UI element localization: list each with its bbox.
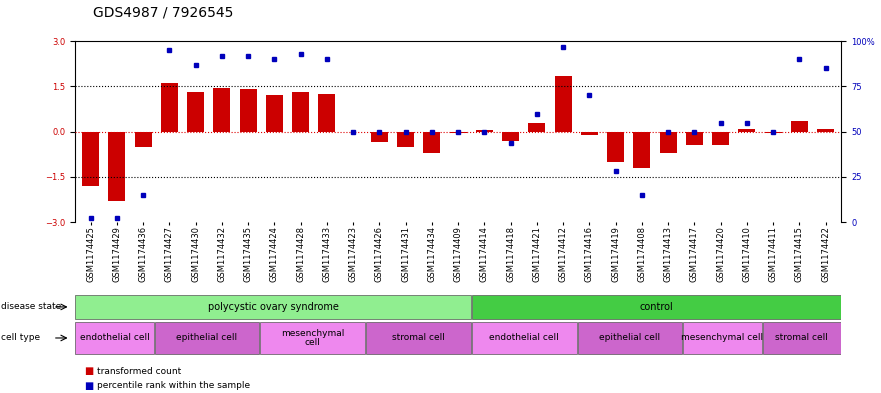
Text: epithelial cell: epithelial cell	[599, 334, 661, 342]
Bar	[472, 295, 840, 319]
Bar	[660, 132, 677, 153]
Bar	[607, 132, 624, 162]
Bar	[82, 132, 100, 186]
Bar	[472, 322, 576, 354]
Bar	[502, 132, 519, 141]
Text: endothelial cell: endothelial cell	[489, 334, 559, 342]
Bar	[712, 132, 729, 145]
Bar	[371, 132, 388, 142]
Bar	[187, 92, 204, 132]
Bar	[76, 295, 470, 319]
Bar	[292, 92, 309, 132]
Bar	[763, 322, 840, 354]
Text: mesenchymal
cell: mesenchymal cell	[281, 329, 344, 347]
Text: cell type: cell type	[1, 334, 40, 342]
Text: stromal cell: stromal cell	[775, 334, 828, 342]
Text: ■: ■	[84, 381, 93, 391]
Text: GDS4987 / 7926545: GDS4987 / 7926545	[93, 6, 233, 20]
Bar	[554, 76, 572, 132]
Text: control: control	[640, 302, 673, 312]
Bar	[397, 132, 414, 147]
Text: mesenchymal cell: mesenchymal cell	[681, 334, 764, 342]
Bar	[684, 322, 761, 354]
Text: endothelial cell: endothelial cell	[79, 334, 150, 342]
Bar	[261, 322, 365, 354]
Bar	[424, 132, 440, 153]
Text: stromal cell: stromal cell	[392, 334, 445, 342]
Bar	[135, 132, 152, 147]
Bar	[817, 129, 834, 132]
Bar	[581, 132, 598, 135]
Bar	[633, 132, 650, 168]
Text: epithelial cell: epithelial cell	[176, 334, 238, 342]
Bar	[791, 121, 808, 132]
Text: ■: ■	[84, 366, 93, 376]
Bar	[266, 95, 283, 132]
Text: transformed count: transformed count	[97, 367, 181, 376]
Bar	[76, 322, 153, 354]
Bar	[108, 132, 125, 201]
Bar	[161, 83, 178, 132]
Bar	[240, 90, 256, 132]
Bar	[685, 132, 703, 145]
Bar	[529, 123, 545, 132]
Text: percentile rank within the sample: percentile rank within the sample	[97, 382, 250, 390]
Bar	[318, 94, 336, 132]
Bar	[738, 129, 755, 132]
Bar	[213, 88, 231, 132]
Bar	[765, 132, 781, 133]
Bar	[155, 322, 259, 354]
Bar	[578, 322, 682, 354]
Bar	[476, 130, 492, 132]
Text: disease state: disease state	[1, 303, 61, 311]
Bar	[449, 132, 467, 133]
Bar	[366, 322, 470, 354]
Text: polycystic ovary syndrome: polycystic ovary syndrome	[208, 302, 338, 312]
